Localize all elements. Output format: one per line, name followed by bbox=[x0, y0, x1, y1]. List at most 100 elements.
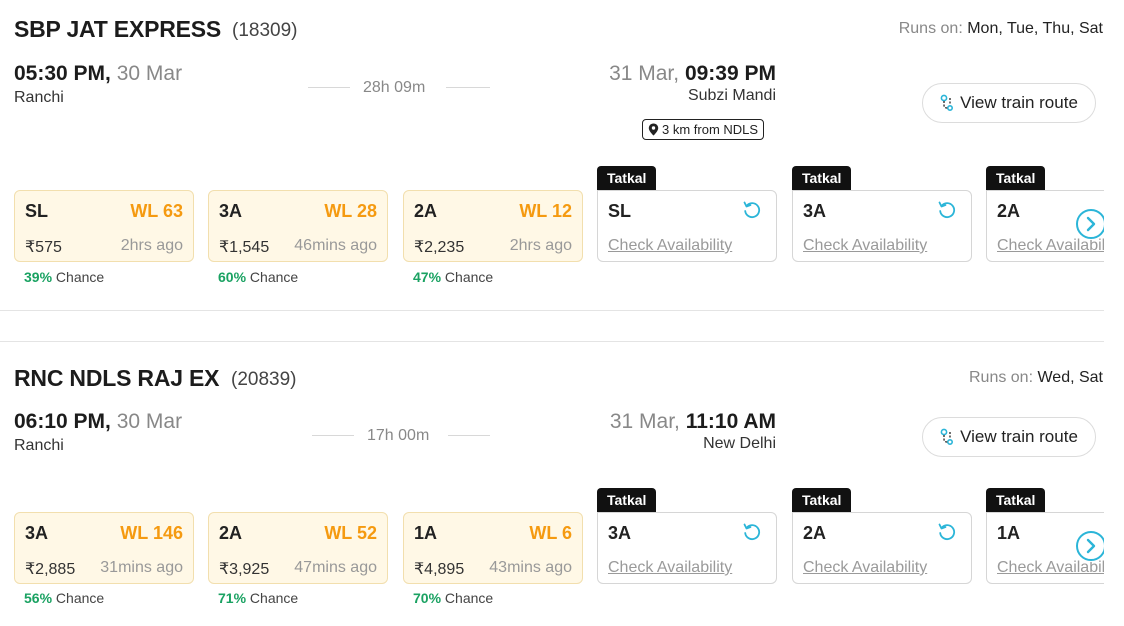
class-name: 2A bbox=[414, 201, 438, 221]
view-train-route-button[interactable]: View train route bbox=[922, 83, 1096, 123]
arrival-time-value: 11:10 AM bbox=[685, 410, 776, 433]
runs-on: Runs on: Wed, Sat bbox=[969, 369, 1103, 387]
class-name: SL bbox=[25, 201, 49, 221]
departure-time-value: 06:10 PM, bbox=[14, 410, 111, 433]
distance-badge: 3 km from NDLS bbox=[642, 119, 765, 140]
confirm-chance: 47% Chance bbox=[413, 269, 493, 285]
class-name: 1A bbox=[997, 523, 1021, 543]
train-name: RNC NDLS RAJ EX bbox=[14, 365, 220, 391]
updated-time: 31mins ago bbox=[100, 559, 183, 576]
confirm-chance: 60% Chance bbox=[218, 269, 298, 285]
tatkal-card-3a[interactable]: 3A Check Availability bbox=[597, 512, 777, 584]
class-name: 3A bbox=[608, 523, 632, 543]
chance-label: Chance bbox=[55, 590, 105, 606]
arrival-station: New Delhi bbox=[703, 435, 776, 452]
chevron-right-icon[interactable] bbox=[1075, 208, 1104, 240]
class-card-2a[interactable]: 2A WL 52 ₹3,925 47mins ago bbox=[208, 512, 388, 584]
arrival-date: 31 Mar, bbox=[609, 410, 680, 433]
updated-time: 43mins ago bbox=[489, 559, 572, 576]
waitlist-status: WL 52 bbox=[324, 523, 377, 543]
arrival-date: 31 Mar, bbox=[609, 62, 680, 85]
arrival-time-value: 09:39 PM bbox=[684, 62, 776, 85]
check-availability-link[interactable]: Check Availability bbox=[803, 559, 928, 576]
confirm-chance: 71% Chance bbox=[218, 590, 298, 606]
duration-line-left bbox=[312, 435, 354, 436]
runs-on-days: Wed, Sat bbox=[1037, 369, 1103, 386]
class-card-3a[interactable]: 3A WL 146 ₹2,885 31mins ago bbox=[14, 512, 194, 584]
runs-on: Runs on: Mon, Tue, Thu, Sat bbox=[899, 20, 1103, 38]
chevron-right-icon[interactable] bbox=[1075, 530, 1104, 562]
class-card-1a[interactable]: 1A WL 6 ₹4,895 43mins ago bbox=[403, 512, 583, 584]
refresh-icon[interactable] bbox=[937, 200, 957, 220]
check-availability-link[interactable]: Check Availability bbox=[997, 559, 1104, 576]
view-train-route-label: View train route bbox=[960, 427, 1078, 446]
confirm-chance: 56% Chance bbox=[24, 590, 104, 606]
fare: ₹1,545 bbox=[219, 239, 270, 256]
view-train-route-button[interactable]: View train route bbox=[922, 417, 1096, 457]
view-train-route-label: View train route bbox=[960, 93, 1078, 112]
waitlist-status: WL 146 bbox=[120, 523, 183, 543]
check-availability-link[interactable]: Check Availability bbox=[803, 237, 928, 254]
tatkal-card-2a[interactable]: 2A Check Availability bbox=[792, 512, 972, 584]
route-icon bbox=[940, 94, 954, 112]
train-number: (20839) bbox=[231, 369, 297, 390]
distance-text: 3 km from NDLS bbox=[662, 122, 759, 137]
tatkal-tag: Tatkal bbox=[986, 488, 1046, 512]
arrival-block: 31 Mar, 09:39 PM Subzi Mandi bbox=[609, 62, 776, 105]
class-name: 2A bbox=[219, 523, 243, 543]
fare: ₹2,885 bbox=[25, 561, 76, 578]
departure-date: 30 Mar bbox=[116, 410, 183, 433]
train-card[interactable]: SBP JAT EXPRESS (18309) Runs on: Mon, Tu… bbox=[0, 0, 1104, 311]
check-availability-link[interactable]: Check Availability bbox=[997, 237, 1104, 254]
chance-label: Chance bbox=[55, 269, 105, 285]
train-number: (18309) bbox=[232, 20, 298, 41]
class-name: SL bbox=[608, 201, 632, 221]
card-separator bbox=[0, 311, 1104, 341]
runs-on-label: Runs on: bbox=[968, 369, 1034, 386]
chance-percent: 71% bbox=[218, 590, 247, 606]
check-availability-link[interactable]: Check Availability bbox=[608, 237, 733, 254]
arrival-time: 31 Mar, 09:39 PM bbox=[609, 62, 776, 86]
class-card-3a[interactable]: 3A WL 28 ₹1,545 46mins ago bbox=[208, 190, 388, 262]
arrival-block: 31 Mar, 11:10 AM New Delhi bbox=[610, 410, 776, 453]
confirm-chance: 39% Chance bbox=[24, 269, 104, 285]
updated-time: 46mins ago bbox=[294, 237, 377, 254]
tatkal-tag: Tatkal bbox=[792, 166, 852, 190]
train-card[interactable]: RNC NDLS RAJ EX (20839) Runs on: Wed, Sa… bbox=[0, 341, 1104, 626]
tatkal-tag: Tatkal bbox=[792, 488, 852, 512]
refresh-icon[interactable] bbox=[742, 200, 762, 220]
class-card-2a[interactable]: 2A WL 12 ₹2,235 2hrs ago bbox=[403, 190, 583, 262]
arrival-station: Subzi Mandi bbox=[687, 87, 776, 104]
fare: ₹2,235 bbox=[414, 239, 465, 256]
duration-line-right bbox=[446, 87, 490, 88]
duration-line-left bbox=[308, 87, 350, 88]
chance-percent: 60% bbox=[218, 269, 247, 285]
departure-time-value: 05:30 PM, bbox=[14, 62, 111, 85]
route-icon bbox=[940, 428, 954, 446]
check-availability-link[interactable]: Check Availability bbox=[608, 559, 733, 576]
refresh-icon[interactable] bbox=[937, 522, 957, 542]
class-card-sl[interactable]: SL WL 63 ₹575 2hrs ago bbox=[14, 190, 194, 262]
departure-station: Ranchi bbox=[14, 89, 64, 106]
chance-label: Chance bbox=[444, 590, 494, 606]
chance-percent: 47% bbox=[413, 269, 442, 285]
tatkal-card-3a[interactable]: 3A Check Availability bbox=[792, 190, 972, 262]
runs-on-days: Mon, Tue, Thu, Sat bbox=[967, 20, 1103, 37]
class-name: 2A bbox=[803, 523, 827, 543]
chance-label: Chance bbox=[249, 269, 299, 285]
class-name: 1A bbox=[414, 523, 438, 543]
waitlist-status: WL 63 bbox=[130, 201, 183, 221]
confirm-chance: 70% Chance bbox=[413, 590, 493, 606]
waitlist-status: WL 28 bbox=[324, 201, 377, 221]
chance-percent: 39% bbox=[24, 269, 53, 285]
tatkal-card-sl[interactable]: SL Check Availability bbox=[597, 190, 777, 262]
chance-label: Chance bbox=[444, 269, 494, 285]
departure-time: 05:30 PM, 30 Mar bbox=[14, 62, 182, 86]
waitlist-status: WL 12 bbox=[519, 201, 572, 221]
departure-time: 06:10 PM, 30 Mar bbox=[14, 410, 182, 434]
departure-station: Ranchi bbox=[14, 437, 64, 454]
refresh-icon[interactable] bbox=[742, 522, 762, 542]
class-name: 3A bbox=[219, 201, 243, 221]
updated-time: 2hrs ago bbox=[120, 237, 183, 254]
